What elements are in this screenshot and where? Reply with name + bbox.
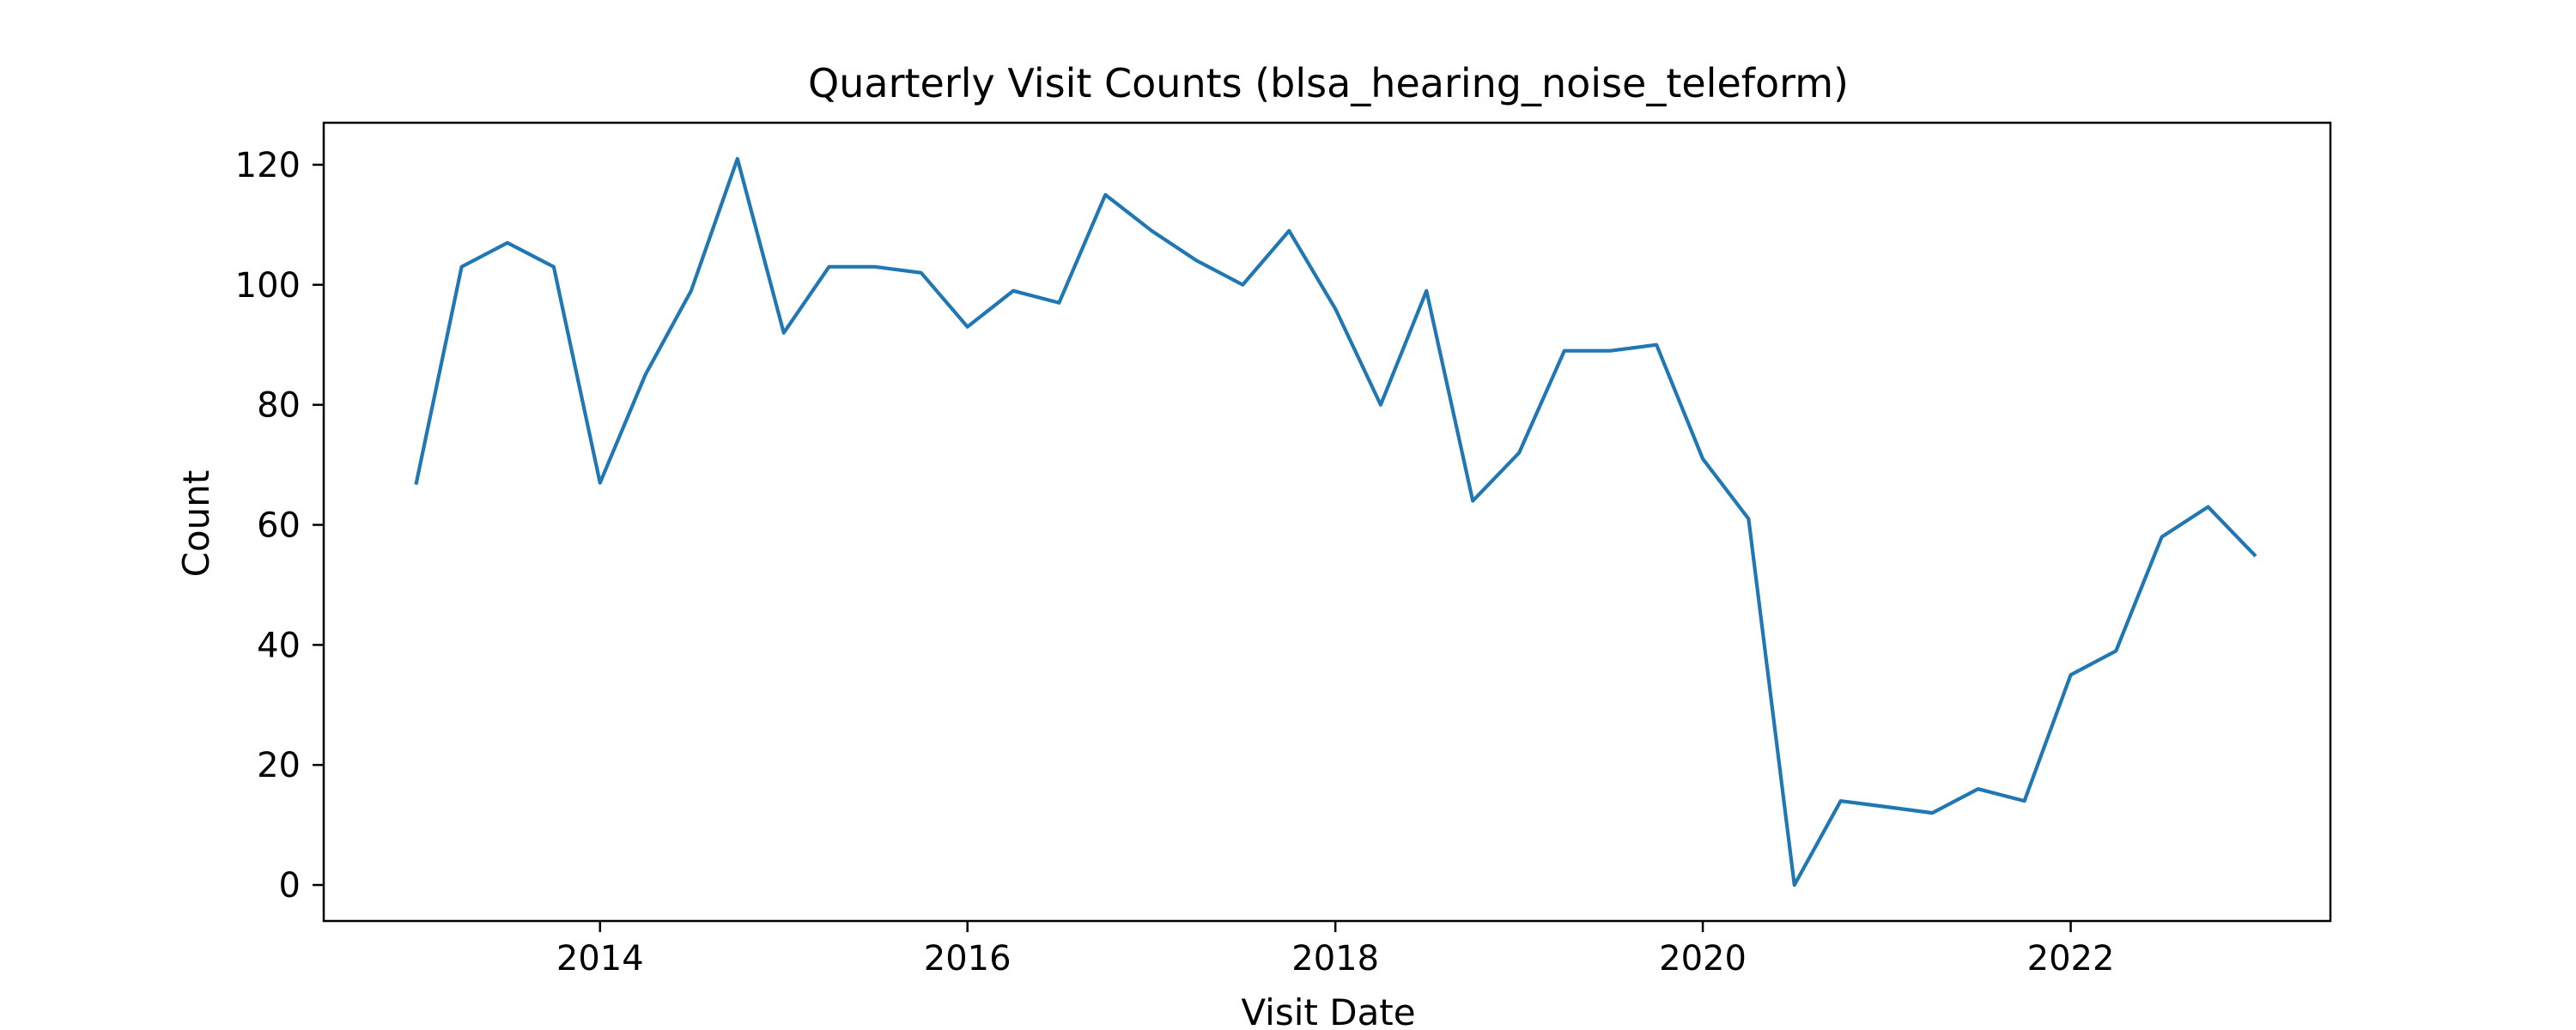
data-point [1517,451,1521,455]
plot-area [414,156,2257,888]
data-point [506,241,509,245]
data-point [966,325,969,329]
data-point [1747,518,1750,521]
y-axis: 0 20 40 60 80 100 120 [235,146,324,906]
y-tick-label: 60 [257,506,301,545]
data-point [2252,553,2256,556]
y-tick-label: 80 [257,386,301,426]
data-point [2160,535,2164,538]
plot-frame [322,121,2332,923]
data-point [1977,787,1980,791]
data-point [828,265,831,269]
data-point [1930,811,1934,815]
data-point [1057,301,1060,305]
data-point [1608,349,1612,353]
x-tick-label: 2020 [1659,939,1747,978]
y-tick-label: 120 [235,146,301,185]
y-tick-label: 0 [279,866,301,906]
data-point [460,265,464,269]
x-tick-label: 2018 [1291,939,1379,978]
data-point [1287,229,1291,233]
data-point [1012,289,1015,293]
x-tick-label: 2022 [2027,939,2115,978]
data-point [1839,799,1843,803]
x-tick-label: 2016 [924,939,1012,978]
data-point [2207,506,2210,509]
series-line-0 [414,156,2257,888]
data-point [2023,799,2026,803]
data-point [873,265,877,269]
data-point [1701,457,1704,461]
data-point [1471,500,1474,503]
data-point [736,157,739,161]
data-point [1150,229,1153,233]
data-point [1563,349,1566,353]
data-point [782,331,786,335]
data-point [920,271,923,275]
data-point [1793,883,1796,887]
y-tick-label: 100 [235,266,301,306]
y-tick-label: 20 [257,746,301,785]
x-tick-label: 2014 [556,939,644,978]
data-point [644,373,647,377]
data-point [1886,805,1889,809]
data-point [1195,259,1199,263]
data-point [1241,283,1244,287]
data-point [1655,343,1658,347]
data-point [552,265,556,269]
x-axis-label: Visit Date [1241,991,1415,1030]
data-point [2114,649,2117,652]
data-point [598,482,602,485]
chart-title: Quarterly Visit Counts (blsa_hearing_noi… [808,60,1849,106]
data-point [2069,673,2073,676]
data-point [690,289,693,293]
data-point [1103,193,1107,197]
data-point [1425,289,1428,293]
x-axis: 2014 2016 2018 2020 2022 [556,921,2115,978]
data-point [415,482,418,485]
y-axis-label: Count [175,470,217,578]
data-point [1379,403,1382,407]
data-point [1334,307,1337,311]
y-tick-label: 40 [257,626,301,665]
